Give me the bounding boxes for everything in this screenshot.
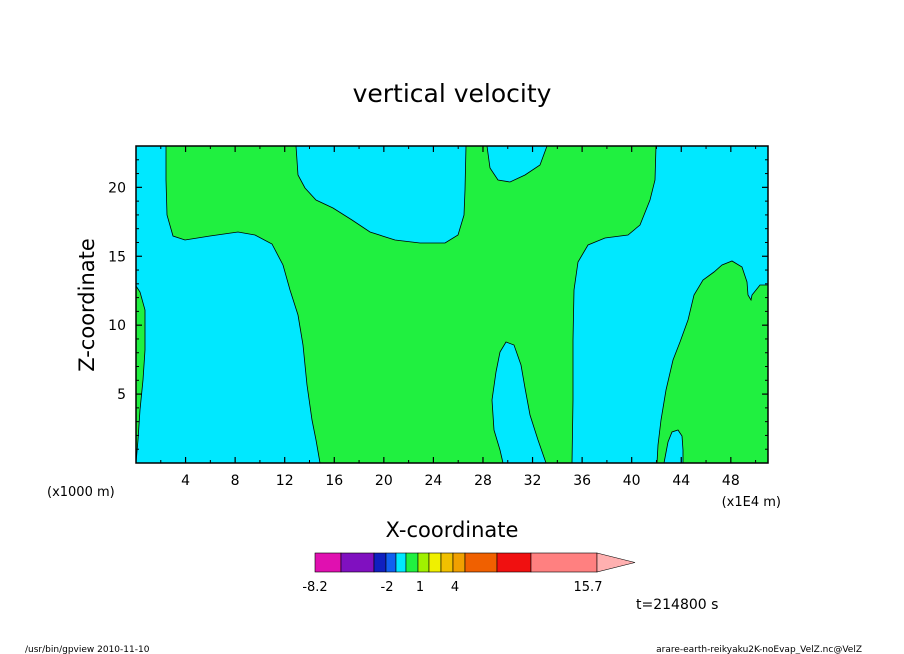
x-tick-label: 48 [722, 473, 740, 489]
colorbar-label: -2 [381, 580, 394, 595]
x-tick-label: 20 [375, 473, 393, 489]
colorbar-label: -8.2 [302, 580, 327, 595]
negative-region-small [663, 429, 684, 464]
positive-region-right [656, 260, 769, 464]
colorbar-segment [395, 552, 407, 573]
y-tick-label: 10 [108, 318, 126, 334]
colorbar-segment [440, 552, 454, 573]
chart-title: vertical velocity [353, 79, 552, 108]
colorbar-segment [373, 552, 387, 573]
plot-frame [135, 145, 769, 464]
x-unit-label: (x1000 m) [47, 485, 115, 500]
y-tick-label: 20 [108, 180, 126, 196]
time-label: t=214800 s [636, 597, 718, 613]
footer-left: /usr/bin/gpview 2010-11-10 [25, 645, 150, 654]
colorbar-label: 15.7 [574, 580, 603, 595]
x-tick-label: 32 [524, 473, 542, 489]
x-tick-label: 28 [474, 473, 492, 489]
colorbar-segment [530, 552, 598, 573]
x-tick-label: 8 [231, 473, 240, 489]
x-tick-label: 36 [573, 473, 591, 489]
colorbar-segment [417, 552, 430, 573]
x-tick-label: 12 [276, 473, 294, 489]
x-tick-label: 4 [181, 473, 190, 489]
colorbar-segment [452, 552, 466, 573]
colorbar-label: 4 [451, 580, 459, 595]
positive-region-main [165, 145, 657, 464]
x-tick-label: 24 [424, 473, 442, 489]
footer-right: arare-earth-reikyaku2K-noEvap_VelZ.nc@Ve… [656, 645, 862, 654]
colorbar-arrow [596, 552, 636, 573]
colorbar-segment [385, 552, 397, 573]
colorbar-segment [428, 552, 442, 573]
colorbar-segment [464, 552, 498, 573]
y-tick-label: 5 [117, 387, 126, 403]
colorbar-segment [340, 552, 375, 573]
x-axis-label: X-coordinate [386, 518, 519, 542]
y-axis-label: Z-coordinate [75, 238, 99, 372]
x-tick-label: 44 [672, 473, 690, 489]
colorbar-segment [496, 552, 532, 573]
x-tick-label: 16 [325, 473, 343, 489]
y-tick-label: 15 [108, 249, 126, 265]
colorbar-label: 1 [416, 580, 424, 595]
colorbar-segment [405, 552, 419, 573]
x-scale-label: (x1E4 m) [722, 495, 781, 510]
x-axis: 4 8 12 16 20 24 28 32 36 40 44 48 [160, 146, 757, 489]
x-tick-label: 40 [623, 473, 641, 489]
plot-area [135, 145, 769, 464]
colorbar [314, 552, 636, 573]
colorbar-labels: -8.2 -2 1 4 15.7 [302, 580, 602, 595]
colorbar-segment [314, 552, 342, 573]
y-axis: 5 10 15 20 [108, 159, 768, 450]
